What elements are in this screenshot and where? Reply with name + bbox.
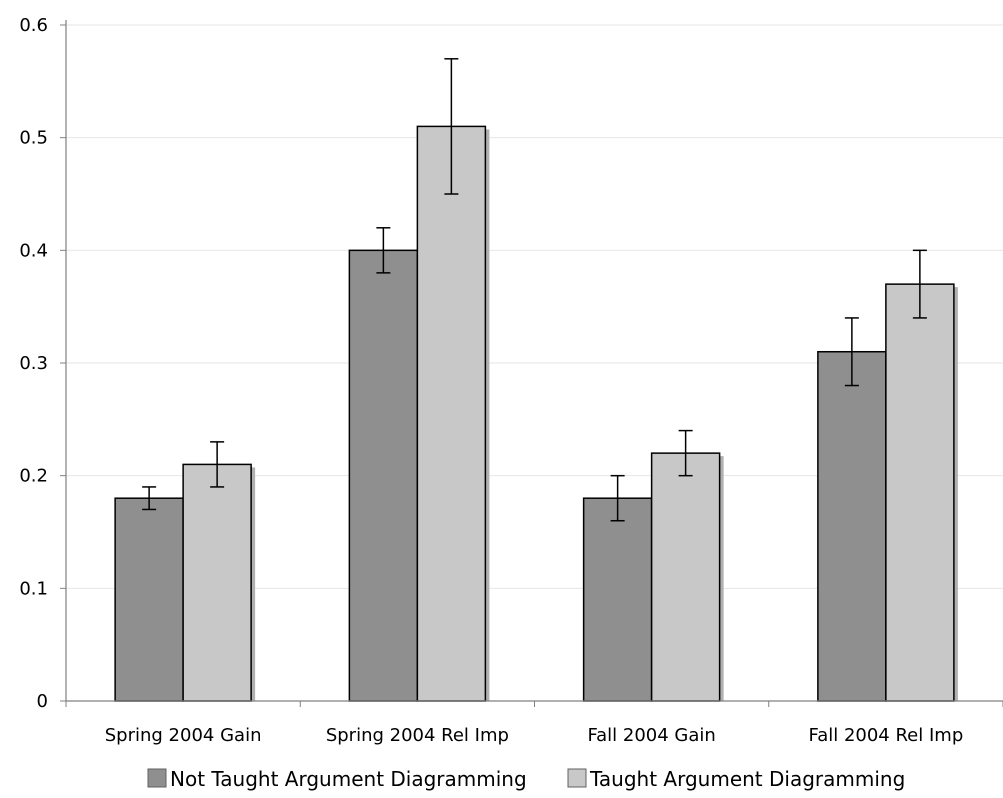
- y-tick-label: 0.4: [19, 240, 48, 261]
- legend-label: Taught Argument Diagramming: [589, 767, 905, 791]
- y-tick-label: 0.5: [19, 128, 48, 149]
- y-tick-label: 0: [37, 691, 48, 712]
- x-tick-label: Spring 2004 Gain: [105, 725, 262, 746]
- axes: [60, 20, 1003, 707]
- bar: [416, 125, 487, 702]
- x-tick-label: Spring 2004 Rel Imp: [326, 725, 509, 746]
- bar: [114, 497, 184, 702]
- x-tick-label: Fall 2004 Rel Imp: [809, 725, 964, 746]
- bar: [817, 350, 887, 702]
- y-tick-label: 0.6: [19, 15, 48, 36]
- bar: [582, 497, 653, 702]
- bar: [885, 283, 955, 702]
- bar: [348, 249, 419, 702]
- x-tick-label: Fall 2004 Gain: [587, 725, 715, 746]
- legend-swatch: [147, 768, 167, 788]
- y-tick-label: 0.1: [19, 578, 48, 599]
- legend-label: Not Taught Argument Diagramming: [170, 767, 527, 791]
- bar: [182, 463, 252, 702]
- y-tick-label: 0.3: [19, 353, 48, 374]
- bar: [650, 452, 721, 702]
- bars: [114, 58, 958, 702]
- y-tick-label: 0.2: [19, 466, 48, 487]
- legend-swatch: [567, 768, 587, 788]
- legend: Not Taught Argument Diagramming Taught Ar…: [147, 767, 905, 791]
- tick-labels: 0 0.1 0.2 0.3 0.4 0.5 0.6 Spring 2004 Gain Sprin…: [19, 15, 963, 746]
